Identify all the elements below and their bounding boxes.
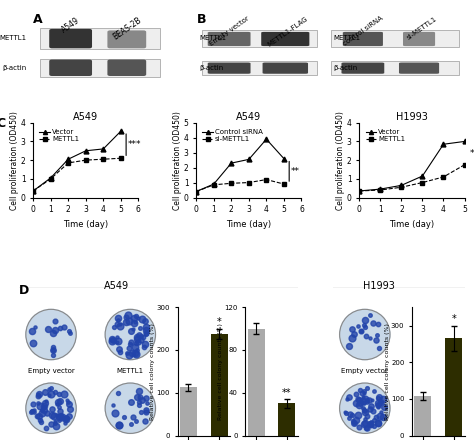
FancyBboxPatch shape <box>40 59 160 77</box>
Text: control siRNA: control siRNA <box>342 15 384 48</box>
Circle shape <box>105 383 155 433</box>
Text: ***: *** <box>128 140 141 149</box>
Text: METTL1: METTL1 <box>117 368 144 374</box>
Bar <box>445 338 462 436</box>
Text: D: D <box>19 284 29 297</box>
FancyBboxPatch shape <box>49 59 92 76</box>
Legend: Control siRNA, si-METTL1: Control siRNA, si-METTL1 <box>200 126 265 145</box>
FancyBboxPatch shape <box>403 32 435 46</box>
Text: BEAS-2B: BEAS-2B <box>111 15 143 41</box>
Text: *: * <box>451 314 456 324</box>
Text: Empty vector: Empty vector <box>341 368 388 374</box>
Title: A549: A549 <box>73 112 98 122</box>
Circle shape <box>340 383 390 433</box>
Text: H1993: H1993 <box>363 281 395 291</box>
Bar <box>414 396 431 436</box>
Circle shape <box>105 309 155 360</box>
FancyBboxPatch shape <box>341 62 384 74</box>
Text: β-actin: β-actin <box>2 65 27 71</box>
FancyBboxPatch shape <box>331 61 459 74</box>
FancyBboxPatch shape <box>108 59 146 76</box>
Text: si-METTL1: si-METTL1 <box>406 15 438 40</box>
X-axis label: Time (day): Time (day) <box>389 220 435 229</box>
Text: *: * <box>469 149 474 158</box>
FancyBboxPatch shape <box>49 29 92 48</box>
Title: A549: A549 <box>236 112 262 122</box>
Text: METTL1: METTL1 <box>0 35 27 41</box>
Text: Empty vector: Empty vector <box>27 368 74 374</box>
Text: **: ** <box>291 167 300 176</box>
Text: C: C <box>0 117 6 130</box>
Text: β-actin: β-actin <box>333 65 358 71</box>
Bar <box>211 334 228 436</box>
Text: Empty vector: Empty vector <box>208 15 250 47</box>
Title: H1993: H1993 <box>396 112 428 122</box>
FancyBboxPatch shape <box>202 61 318 74</box>
Y-axis label: Relative cell colony counts (%): Relative cell colony counts (%) <box>218 323 223 420</box>
Y-axis label: Cell proliferation (OD450): Cell proliferation (OD450) <box>337 111 346 209</box>
Text: **: ** <box>282 388 292 398</box>
Text: B: B <box>197 13 207 26</box>
Text: *: * <box>217 317 221 327</box>
Y-axis label: Relative cell colony counts (%): Relative cell colony counts (%) <box>150 323 155 420</box>
Y-axis label: Cell proliferation (OD450): Cell proliferation (OD450) <box>173 111 182 209</box>
Text: β-actin: β-actin <box>200 65 224 71</box>
Text: A: A <box>33 13 43 26</box>
FancyBboxPatch shape <box>108 30 146 48</box>
Bar <box>180 387 197 436</box>
Circle shape <box>26 309 76 360</box>
X-axis label: Time (day): Time (day) <box>63 220 109 229</box>
FancyBboxPatch shape <box>331 30 459 47</box>
Circle shape <box>340 309 390 360</box>
Text: A549: A549 <box>104 281 129 291</box>
Bar <box>278 403 295 436</box>
FancyBboxPatch shape <box>208 32 251 46</box>
FancyBboxPatch shape <box>40 28 160 49</box>
Text: METTL1-FLAG: METTL1-FLAG <box>267 15 309 48</box>
Text: METTL1: METTL1 <box>333 35 361 41</box>
Text: A549: A549 <box>60 15 82 34</box>
FancyBboxPatch shape <box>263 62 308 74</box>
Y-axis label: Cell proliferation (OD450): Cell proliferation (OD450) <box>10 111 19 209</box>
Y-axis label: Relative cell colony counts (%): Relative cell colony counts (%) <box>384 323 390 420</box>
FancyBboxPatch shape <box>343 32 383 46</box>
Circle shape <box>26 383 76 433</box>
Legend: Vector, METTL1: Vector, METTL1 <box>363 126 408 145</box>
FancyBboxPatch shape <box>202 30 318 47</box>
Legend: Vector, METTL1: Vector, METTL1 <box>36 126 82 145</box>
FancyBboxPatch shape <box>208 62 251 74</box>
Text: METTL1: METTL1 <box>200 35 227 41</box>
Bar <box>247 329 264 436</box>
FancyBboxPatch shape <box>399 62 439 74</box>
X-axis label: Time (day): Time (day) <box>226 220 272 229</box>
FancyBboxPatch shape <box>261 32 310 46</box>
